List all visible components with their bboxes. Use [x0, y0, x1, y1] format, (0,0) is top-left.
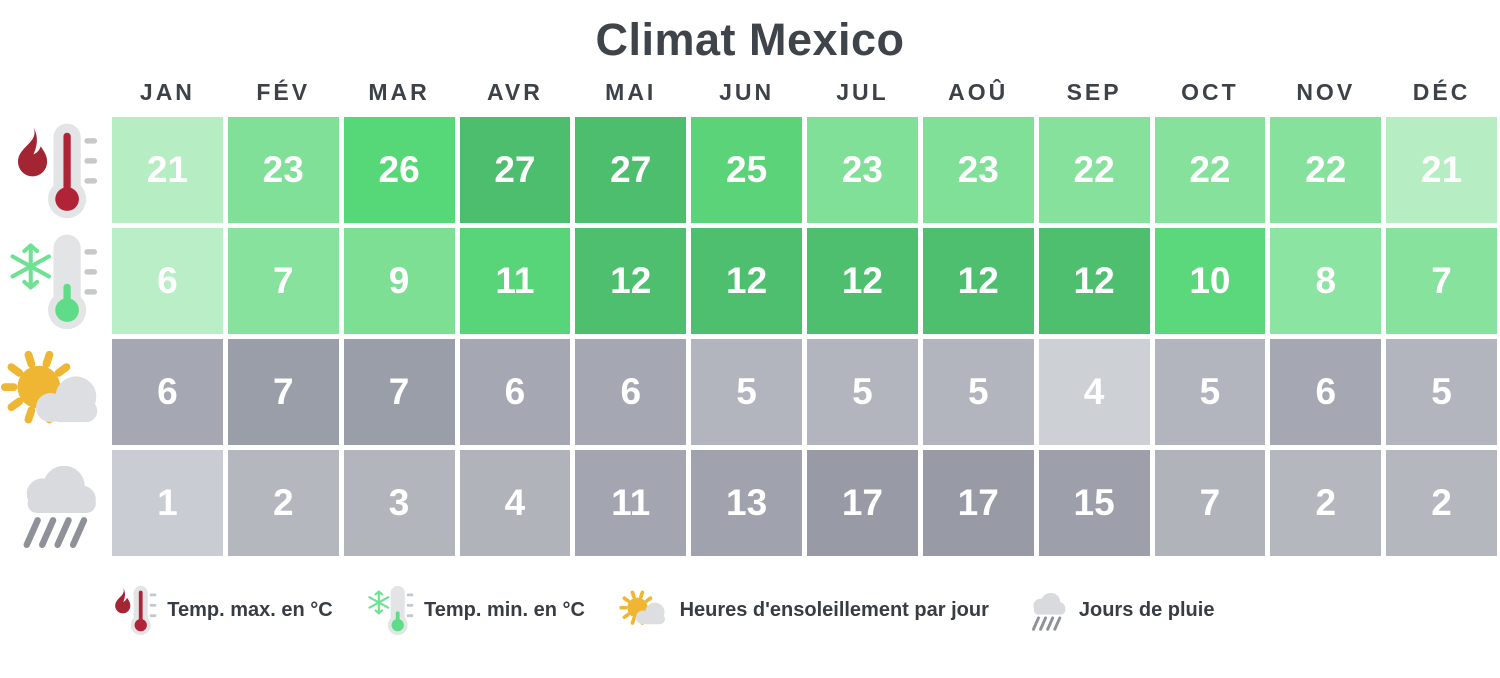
table-cell-temp-min: 12: [1038, 228, 1150, 334]
table-cell-sunshine: 7: [343, 339, 455, 445]
table-cell-sunshine: 6: [1270, 339, 1382, 445]
table-cell-temp-min: 8: [1270, 228, 1382, 334]
table-cell-temp-max: 25: [691, 117, 802, 223]
table-cell-rain: 4: [459, 450, 571, 556]
month-header: NOV: [1296, 79, 1356, 105]
table-cell-temp-min: 12: [691, 228, 802, 334]
table-cell-temp-max: 23: [227, 117, 339, 223]
table-cell-sunshine: 5: [691, 339, 802, 445]
legend: Temp. max. en °C Temp. min. en °C: [0, 584, 1500, 636]
month-header: OCT: [1181, 79, 1239, 105]
month-header: SEP: [1066, 79, 1122, 105]
legend-item-temp-max: Temp. max. en °C: [110, 584, 333, 636]
sun-cloud-icon: [0, 339, 107, 445]
table-cell-temp-min: 11: [459, 228, 571, 334]
table-cell-temp-max: 26: [343, 117, 455, 223]
month-header: AOÛ: [948, 79, 1009, 105]
table-cell-temp-max: 22: [1038, 117, 1150, 223]
table-cell-temp-min: 12: [807, 228, 918, 334]
legend-item-rain: Jours de pluie: [1023, 587, 1215, 633]
legend-label: Jours de pluie: [1078, 598, 1215, 621]
table-cell-sunshine: 5: [1154, 339, 1266, 445]
table-cell-temp-max: 21: [112, 117, 223, 223]
table-cell-rain: 17: [922, 450, 1034, 556]
legend-item-temp-min: Temp. min. en °C: [367, 584, 585, 636]
table-cell-temp-max: 22: [1154, 117, 1266, 223]
table-cell-rain: 2: [1270, 450, 1382, 556]
month-header: MAI: [605, 79, 657, 105]
month-header: DÉC: [1412, 79, 1471, 105]
table-cell-rain: 1: [112, 450, 223, 556]
table-cell-temp-max: 27: [575, 117, 687, 223]
month-header: FÉV: [256, 79, 311, 105]
table-cell-sunshine: 6: [575, 339, 687, 445]
table-cell-sunshine: 6: [112, 339, 223, 445]
table-cell-sunshine: 5: [1386, 339, 1497, 445]
table-cell-sunshine: 6: [459, 339, 571, 445]
table-cell-rain: 3: [343, 450, 455, 556]
table-cell-temp-min: 7: [227, 228, 339, 334]
cold-thermometer-icon: [367, 584, 414, 636]
table-cell-temp-max: 27: [459, 117, 571, 223]
climate-table: JAN FÉV MAR AVR MAI JUN JUL AOÛ SEP OCT NOV DÉC 21 2…: [0, 72, 1497, 556]
table-corner-spacer: [0, 72, 107, 112]
legend-item-sunshine: Heures d'ensoleillement par jour: [619, 587, 989, 633]
table-cell-rain: 7: [1154, 450, 1266, 556]
table-cell-sunshine: 7: [227, 339, 339, 445]
legend-label: Temp. min. en °C: [423, 598, 585, 621]
table-cell-temp-min: 10: [1154, 228, 1266, 334]
cold-thermometer-icon: [0, 228, 107, 334]
table-cell-temp-min: 6: [112, 228, 223, 334]
table-cell-sunshine: 5: [922, 339, 1034, 445]
legend-label: Heures d'ensoleillement par jour: [679, 598, 989, 621]
hot-thermometer-icon: [0, 117, 107, 223]
table-cell-temp-max: 23: [807, 117, 918, 223]
month-header: JUN: [719, 79, 775, 105]
table-cell-temp-max: 22: [1270, 117, 1382, 223]
month-header: JAN: [139, 79, 195, 105]
table-cell-rain: 17: [807, 450, 918, 556]
table-cell-temp-min: 9: [343, 228, 455, 334]
month-header: AVR: [486, 79, 543, 105]
table-cell-rain: 15: [1038, 450, 1150, 556]
table-cell-rain: 2: [227, 450, 339, 556]
table-cell-temp-max: 21: [1386, 117, 1497, 223]
table-cell-rain: 2: [1386, 450, 1497, 556]
table-cell-temp-min: 12: [922, 228, 1034, 334]
hot-thermometer-icon: [110, 584, 157, 636]
table-cell-sunshine: 4: [1038, 339, 1150, 445]
table-cell-temp-min: 7: [1386, 228, 1497, 334]
month-header: JUL: [836, 79, 889, 105]
rain-cloud-icon: [0, 450, 107, 556]
table-cell-rain: 11: [575, 450, 687, 556]
month-header: MAR: [368, 79, 430, 105]
legend-label: Temp. max. en °C: [167, 598, 333, 621]
sun-cloud-icon: [619, 587, 670, 633]
rain-cloud-icon: [1023, 587, 1069, 633]
table-cell-rain: 13: [691, 450, 802, 556]
table-cell-temp-min: 12: [575, 228, 687, 334]
table-cell-sunshine: 5: [807, 339, 918, 445]
page-title: Climat Mexico: [595, 14, 905, 65]
table-cell-temp-max: 23: [922, 117, 1034, 223]
